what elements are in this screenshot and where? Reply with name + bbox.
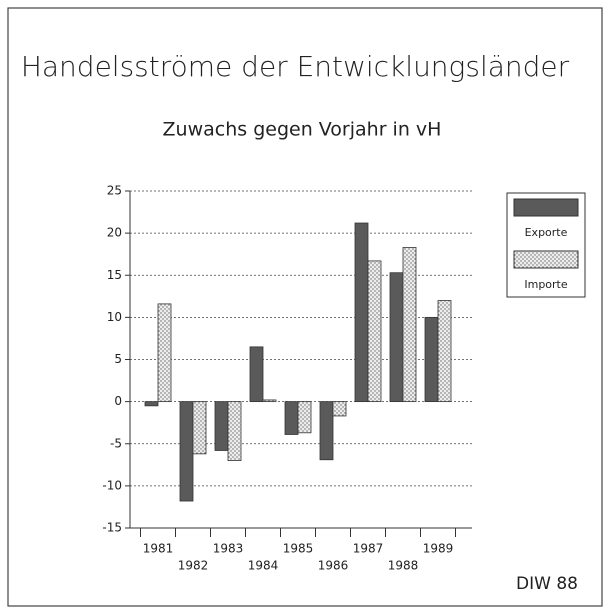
bar bbox=[297, 401, 312, 434]
legend-swatch bbox=[513, 198, 579, 217]
bar bbox=[319, 401, 334, 461]
bar bbox=[262, 399, 277, 403]
bar bbox=[424, 316, 439, 403]
bar bbox=[144, 401, 159, 407]
source: DIW 88 bbox=[516, 574, 578, 594]
bar bbox=[214, 401, 229, 451]
x-tick-label: 1982 bbox=[178, 559, 209, 573]
y-tick-label: 10 bbox=[107, 310, 122, 324]
bar bbox=[157, 303, 172, 403]
x-tick-label: 1984 bbox=[248, 559, 279, 573]
chart-subtitle: Zuwachs gegen Vorjahr in vH bbox=[163, 119, 442, 141]
x-tick-label: 1988 bbox=[388, 559, 419, 573]
bar bbox=[227, 401, 242, 461]
bar bbox=[179, 401, 194, 502]
bar bbox=[354, 222, 369, 403]
bar bbox=[437, 300, 452, 403]
legend-label: Exporte bbox=[525, 226, 568, 239]
y-tick-label: 25 bbox=[107, 184, 122, 198]
bar bbox=[389, 272, 404, 403]
y-tick-label: 0 bbox=[114, 394, 122, 408]
y-tick-label: -5 bbox=[110, 436, 122, 450]
chart-title: Handelsströme der Entwicklungsländer bbox=[21, 50, 570, 83]
x-tick-label: 1989 bbox=[423, 542, 454, 556]
y-tick-label: 15 bbox=[107, 268, 122, 282]
bar bbox=[249, 346, 264, 403]
x-tick-label: 1981 bbox=[143, 542, 174, 556]
legend-label: Importe bbox=[524, 278, 568, 291]
y-tick-label: -10 bbox=[102, 478, 122, 492]
y-tick-label: 5 bbox=[114, 352, 122, 366]
x-tick-label: 1983 bbox=[213, 542, 244, 556]
y-tick-label: 20 bbox=[107, 226, 122, 240]
bar bbox=[284, 401, 299, 435]
bar bbox=[402, 247, 417, 403]
legend-swatch bbox=[513, 250, 579, 269]
x-tick-label: 1987 bbox=[353, 542, 384, 556]
x-tick-label: 1985 bbox=[283, 542, 314, 556]
bar bbox=[367, 260, 382, 403]
bar bbox=[192, 401, 207, 455]
y-tick-label: -15 bbox=[102, 521, 122, 535]
frame bbox=[7, 7, 603, 607]
x-tick-label: 1986 bbox=[318, 559, 349, 573]
bar bbox=[332, 401, 347, 417]
